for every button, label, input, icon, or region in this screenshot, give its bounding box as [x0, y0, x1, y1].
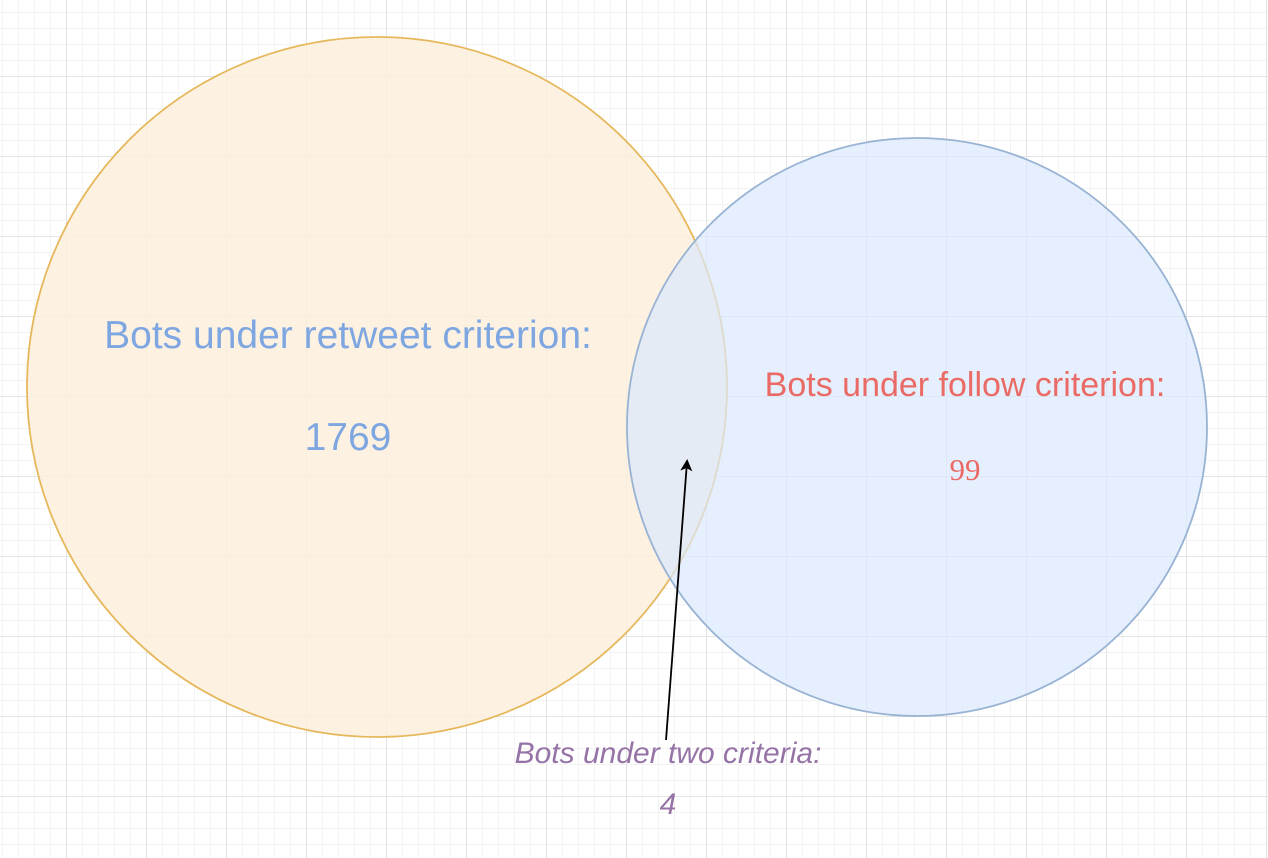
follow-criterion-label: Bots under follow criterion: [764, 366, 1166, 404]
follow-criterion-count: 99 [949, 452, 981, 487]
overlap-label: Bots under two criteria: [514, 737, 822, 770]
retweet-criterion-count: 1769 [304, 416, 392, 459]
overlap-count: 4 [659, 788, 677, 821]
follow-criterion-circle[interactable] [626, 137, 1208, 717]
retweet-criterion-circle[interactable] [26, 36, 728, 738]
overlap-pointer-arrow [665, 459, 693, 741]
retweet-criterion-label: Bots under retweet criterion: [104, 314, 592, 357]
